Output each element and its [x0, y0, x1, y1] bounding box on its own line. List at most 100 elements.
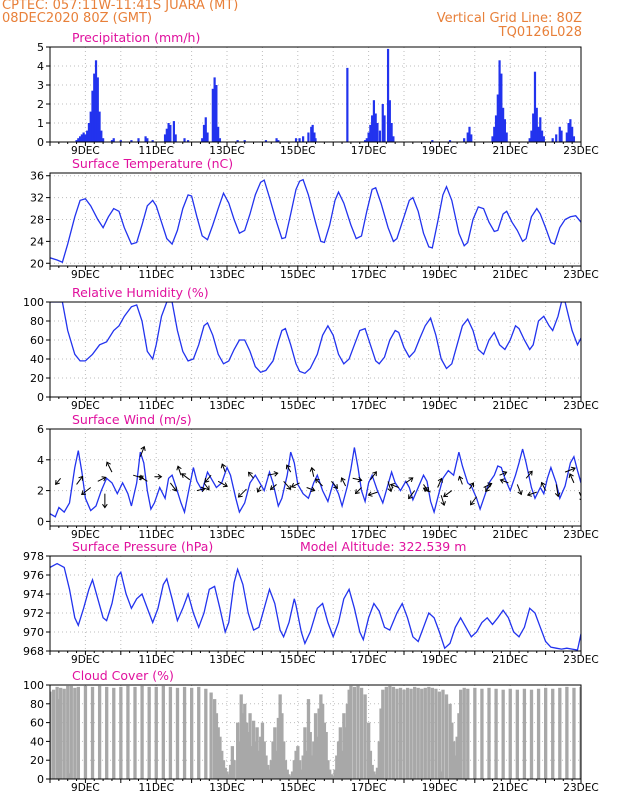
precip-bar: [537, 126, 540, 142]
y-tick-label: 968: [23, 645, 44, 658]
wind-vector-head: [540, 481, 546, 487]
precip-bar: [204, 117, 207, 142]
precip-bar: [77, 138, 80, 142]
x-tick-label: 15DEC: [280, 400, 315, 412]
cloud-bar: [154, 686, 158, 779]
header-model-code: TQ0126L028: [498, 25, 582, 40]
precip-bar: [298, 138, 301, 142]
y-tick-label: 20: [30, 257, 44, 270]
precip-bar: [151, 140, 154, 142]
cloud-bar: [349, 685, 353, 779]
cloud-bar: [342, 713, 346, 779]
wind-vector-head: [314, 478, 320, 484]
cloud-bar: [55, 686, 59, 779]
wind-vector-arrow: [267, 472, 278, 476]
precip-bar: [494, 115, 498, 142]
plot-area-temp: [50, 178, 581, 264]
wind-vector-head: [469, 482, 475, 488]
cloud-bar: [182, 686, 187, 779]
cloud-bar: [267, 769, 272, 779]
wind-vector-head: [285, 464, 291, 470]
wind-vector-arrow: [368, 491, 378, 496]
wind-vector-head: [204, 477, 210, 483]
cloud-bar: [579, 686, 581, 779]
pres-series-line: [50, 562, 581, 651]
wind-vector-head: [354, 489, 360, 495]
x-tick-label: 15DEC: [280, 654, 315, 666]
cloud-bar: [105, 686, 109, 779]
cloud-bar: [551, 688, 555, 779]
cloud-bar: [317, 708, 321, 779]
wind-vector-arrow: [204, 474, 212, 483]
wind-vector-head: [102, 503, 108, 509]
precip-bar: [84, 134, 87, 142]
wind-vector-head: [372, 471, 377, 477]
cloud-bar: [216, 727, 220, 779]
precip-bar: [533, 71, 537, 142]
wind-vector-arrow: [217, 480, 228, 487]
precip-bar: [535, 107, 538, 142]
cloud-bar: [299, 769, 304, 779]
x-tick-label: 21DEC: [492, 269, 527, 281]
cloud-bar: [223, 767, 227, 779]
cloud-bar: [246, 732, 250, 779]
precip-bar: [558, 126, 561, 142]
precip-bar: [311, 124, 314, 142]
wind-vector-head: [220, 463, 226, 469]
precip-bar: [463, 138, 466, 142]
precip-bar: [236, 140, 239, 142]
cloud-bar: [377, 741, 381, 779]
cloud-bar: [90, 686, 95, 779]
cloud-bar: [289, 776, 293, 779]
wind-vector-arrow: [405, 477, 414, 484]
cloud-bar: [333, 769, 337, 779]
precip-bar: [172, 121, 175, 142]
cloud-bar: [328, 769, 332, 779]
x-tick-label: 13DEC: [209, 145, 244, 157]
precip-bar: [365, 138, 368, 142]
wind-vector-head: [499, 478, 505, 484]
wind-vector-head: [247, 471, 253, 477]
wind-vector-arrow: [341, 477, 347, 487]
cloud-bar: [379, 708, 383, 779]
wind-vector-head: [526, 491, 532, 497]
cloud-bar: [57, 699, 61, 779]
panel-frame: [49, 301, 582, 398]
x-tick-label: 21DEC: [492, 400, 527, 412]
precip-bar: [98, 111, 101, 142]
x-tick-label: 21DEC: [492, 654, 527, 666]
cloud-bar: [204, 688, 208, 779]
precip-bar: [493, 126, 496, 142]
cloud-bar: [434, 688, 438, 779]
y-tick-label: 1: [37, 117, 44, 130]
precip-bar: [243, 140, 246, 142]
cloud-bar: [66, 685, 70, 779]
cloud-bar: [340, 750, 344, 779]
cloud-bar: [51, 689, 56, 779]
wind-vector-arrow: [564, 467, 576, 473]
cloud-bar: [69, 685, 73, 779]
cloud-bar: [372, 771, 376, 779]
cloud-bar: [439, 771, 443, 779]
precip-bar: [102, 138, 105, 142]
cloud-bar: [409, 688, 413, 779]
precip-bar: [567, 123, 570, 142]
wind-vector-arrow: [569, 473, 575, 484]
wind-vector-arrow: [76, 476, 83, 485]
cloud-bar: [297, 760, 302, 779]
cloud-bar: [384, 686, 388, 779]
cloud-bar: [253, 741, 258, 779]
precip-bar: [202, 124, 206, 142]
wind-vector-head: [568, 473, 574, 479]
wind-vector-head: [527, 470, 533, 476]
wind-vector-head: [101, 476, 107, 482]
precip-bar: [431, 140, 434, 142]
panel-frame: [49, 428, 582, 527]
wind-vector-head: [422, 487, 428, 493]
precip-bar: [367, 132, 370, 142]
cloud-bar: [565, 686, 569, 779]
cloud-bar: [290, 771, 295, 779]
panel-pres: 968 970 972 974 976 978 9DEC 11DEC 13DEC 15DEC 17D…: [23, 539, 599, 666]
precip-bar: [569, 119, 572, 142]
wind-vector-head: [310, 486, 316, 493]
